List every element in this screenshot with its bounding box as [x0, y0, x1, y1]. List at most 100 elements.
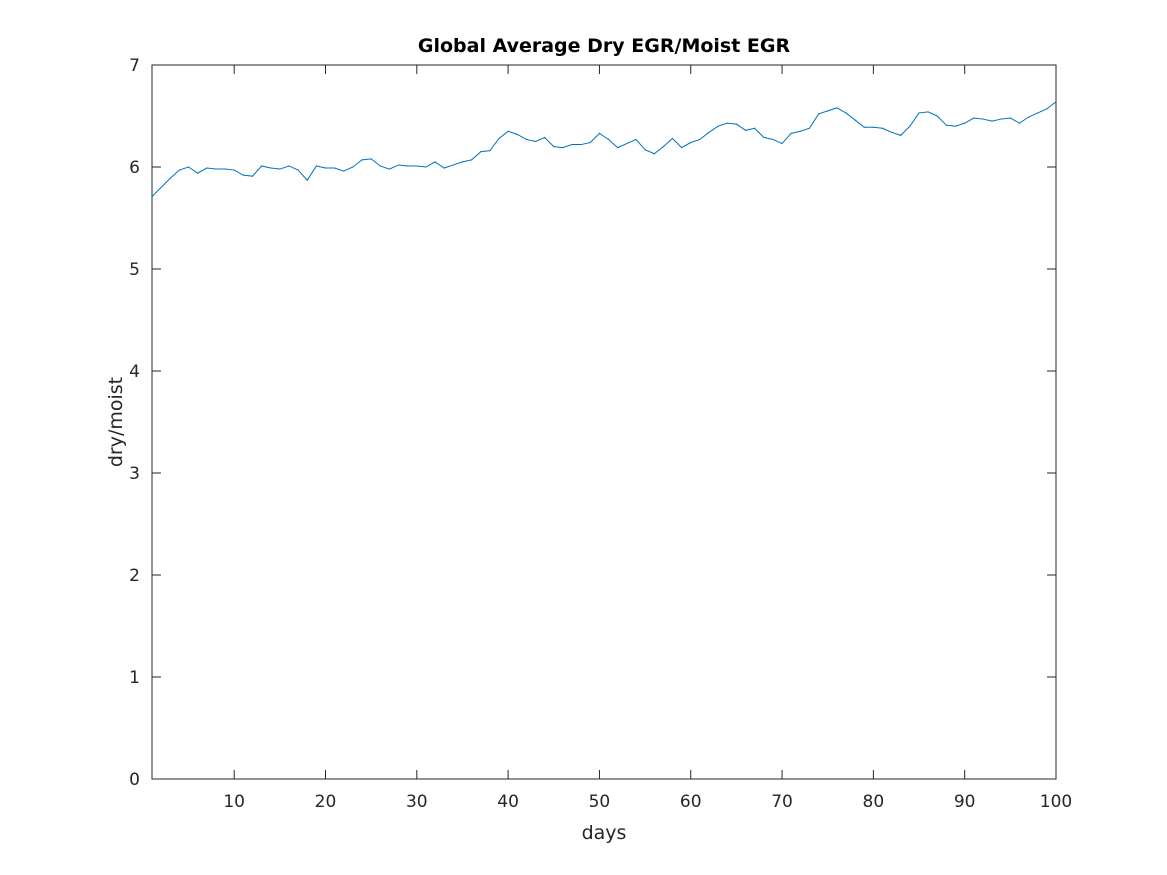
- data-point: [397, 164, 400, 166]
- chart-title: Global Average Dry EGR/Moist EGR: [418, 35, 791, 57]
- data-point: [169, 177, 171, 179]
- data-point: [617, 147, 619, 149]
- data-point: [489, 150, 491, 152]
- data-point: [197, 172, 199, 174]
- data-point: [808, 127, 811, 129]
- data-point: [681, 147, 683, 149]
- data-point: [187, 166, 190, 168]
- data-point: [781, 142, 783, 145]
- data-point: [690, 141, 692, 144]
- data-point: [215, 168, 217, 170]
- data-point: [744, 129, 747, 131]
- data-point: [635, 138, 637, 141]
- data-point: [352, 166, 354, 168]
- data-point: [471, 159, 473, 161]
- data-point: [206, 167, 208, 169]
- data-point: [982, 118, 984, 120]
- data-point: [863, 126, 865, 128]
- data-point: [516, 133, 518, 135]
- data-point: [160, 186, 162, 188]
- data-point: [288, 165, 290, 167]
- data-point: [279, 168, 281, 170]
- data-point: [772, 138, 774, 141]
- data-point: [534, 140, 537, 143]
- data-point: [233, 169, 235, 171]
- series-line: [151, 101, 1057, 197]
- data-point: [735, 123, 738, 125]
- y-axis: 0 1 2 3 4 5 6 7: [129, 56, 1056, 790]
- data-point: [964, 122, 966, 124]
- data-point: [260, 165, 263, 167]
- data-point: [480, 151, 482, 153]
- x-axis: 10 20 30 40 50 60 70 80 90 100: [223, 65, 1072, 812]
- data-point: [151, 195, 153, 198]
- data-point: [626, 142, 628, 145]
- data-point: [644, 149, 646, 151]
- data-point: [1055, 101, 1057, 103]
- y-tick-label: 7: [129, 56, 140, 76]
- data-point: [1000, 118, 1002, 120]
- data-point: [827, 110, 829, 112]
- data-point: [379, 165, 381, 167]
- data-point: [388, 168, 391, 170]
- data-point: [571, 143, 573, 146]
- data-point: [525, 138, 527, 141]
- data-point: [845, 112, 847, 114]
- data-point: [881, 127, 884, 129]
- data-point: [927, 111, 929, 113]
- y-tick-label: 4: [129, 362, 140, 382]
- data-point: [242, 174, 244, 176]
- y-tick-label: 6: [129, 158, 140, 178]
- data-point: [1028, 116, 1030, 118]
- x-tick-label: 30: [406, 792, 428, 812]
- data-point: [589, 141, 591, 144]
- data-point: [334, 167, 336, 169]
- x-tick-label: 10: [223, 792, 245, 812]
- x-tick-label: 60: [680, 792, 702, 812]
- x-tick-label: 80: [863, 792, 885, 812]
- data-point: [544, 136, 546, 139]
- data-point: [178, 169, 180, 171]
- data-point: [799, 130, 801, 132]
- data-point: [343, 170, 345, 172]
- data-point: [973, 117, 975, 119]
- data-point: [425, 166, 427, 168]
- x-tick-label: 100: [1040, 792, 1072, 812]
- x-tick-label: 20: [315, 792, 337, 812]
- data-point: [452, 164, 454, 166]
- data-point: [754, 127, 756, 129]
- data-point: [370, 158, 372, 160]
- data-point: [297, 169, 299, 171]
- data-point: [224, 168, 226, 170]
- data-point: [891, 131, 893, 133]
- y-tick-label: 5: [129, 260, 140, 280]
- series-points: [151, 101, 1057, 198]
- data-point: [726, 122, 728, 124]
- x-tick-label: 50: [589, 792, 611, 812]
- data-point: [708, 131, 710, 133]
- data-point: [909, 125, 911, 127]
- data-point: [991, 120, 993, 122]
- y-axis-label: dry/moist: [105, 377, 127, 467]
- data-point: [553, 146, 555, 148]
- data-point: [306, 179, 308, 181]
- data-point: [562, 147, 564, 149]
- data-point: [416, 165, 418, 167]
- data-point: [671, 137, 674, 140]
- data-point: [251, 175, 254, 177]
- data-point: [507, 130, 509, 132]
- plot-area: [151, 64, 1057, 780]
- data-point: [653, 153, 655, 155]
- data-point: [607, 138, 610, 141]
- data-point: [498, 137, 500, 140]
- data-point: [836, 107, 838, 109]
- data-point: [854, 119, 856, 121]
- data-point: [936, 115, 938, 117]
- data-point: [1037, 112, 1039, 114]
- data-point: [598, 132, 601, 134]
- data-point: [763, 136, 765, 139]
- data-point: [324, 167, 327, 169]
- x-tick-label: 70: [771, 792, 793, 812]
- y-tick-label: 2: [129, 566, 140, 586]
